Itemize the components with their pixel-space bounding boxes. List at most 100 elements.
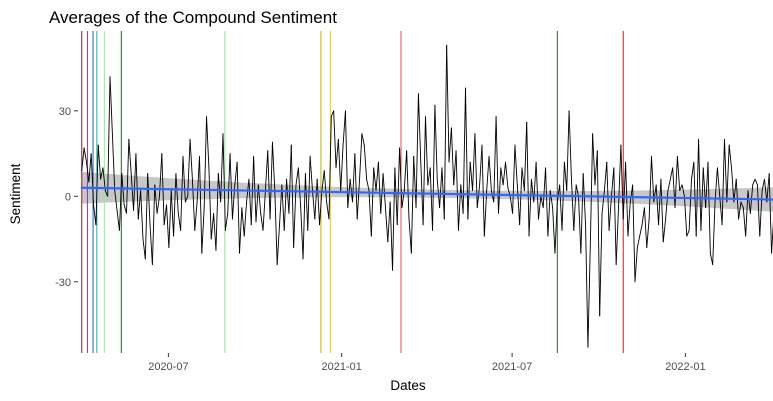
data-point (714, 201, 716, 203)
series-segment (719, 196, 723, 225)
series-segment (286, 179, 290, 214)
series-segment (217, 173, 222, 203)
data-point (507, 187, 509, 189)
series-segment (608, 196, 612, 231)
series-segment (184, 196, 189, 203)
series-segment (681, 184, 685, 197)
data-point (759, 235, 761, 237)
y-tick-label: -30 (55, 277, 71, 289)
series-segment (114, 190, 118, 211)
data-point (528, 235, 530, 237)
series-segment (288, 144, 292, 214)
data-point (347, 207, 349, 209)
data-point (231, 218, 233, 220)
series-segment (387, 201, 391, 242)
data-point (608, 230, 610, 231)
chart-title: Averages of the Compound Sentiment (49, 8, 337, 27)
data-point (646, 247, 648, 249)
series-segment (726, 144, 730, 202)
data-point (702, 167, 704, 169)
data-point (653, 201, 655, 203)
series-segment (297, 167, 302, 208)
series-segment (731, 167, 735, 203)
data-point (512, 212, 514, 214)
series-segment (130, 173, 135, 211)
data-point (709, 252, 711, 254)
data-point (175, 173, 177, 174)
data-point (745, 235, 747, 237)
series-segment (126, 139, 130, 214)
data-point (705, 207, 707, 209)
data-point (241, 207, 243, 209)
data-point (392, 269, 393, 271)
data-point (170, 190, 172, 192)
data-point (304, 173, 306, 174)
series-segment (450, 127, 455, 185)
series-segment (443, 45, 448, 220)
series-segment (575, 184, 579, 197)
data-point (272, 141, 273, 143)
series-segment (342, 110, 346, 146)
data-point (396, 224, 398, 226)
series-segment (307, 156, 311, 231)
data-point (288, 212, 290, 214)
data-point (719, 195, 721, 197)
data-point (100, 178, 102, 180)
series-segment (133, 153, 137, 211)
series-segment (293, 184, 297, 248)
series-segment (102, 167, 106, 191)
data-point (81, 170, 83, 172)
series-segment (142, 238, 146, 260)
data-point (752, 184, 754, 186)
series-segment (215, 173, 219, 251)
data-point (326, 201, 328, 203)
data-point (427, 184, 429, 186)
data-point (370, 235, 372, 237)
data-point (368, 190, 370, 192)
series-segment (754, 179, 758, 186)
series-segment (728, 144, 732, 168)
series-segment (660, 179, 664, 242)
data-point (716, 167, 718, 169)
x-axis-label: Dates (390, 378, 426, 393)
data-point (530, 178, 532, 180)
series-segment (702, 167, 707, 208)
series-segment (328, 116, 332, 220)
series-segment (592, 133, 596, 185)
data-point (330, 116, 332, 117)
series-segment (180, 156, 184, 231)
data-point (86, 161, 87, 163)
data-point (469, 161, 471, 163)
series-segment (498, 167, 502, 214)
series-segment (241, 207, 245, 237)
data-point (189, 138, 191, 140)
data-point (764, 178, 765, 180)
series-segment (354, 153, 358, 220)
series-segment (764, 179, 768, 203)
series-segment (707, 162, 711, 254)
series-segment (676, 156, 681, 191)
data-point (425, 116, 426, 117)
data-point (625, 161, 627, 163)
series-segment (203, 116, 207, 208)
series-segment (248, 179, 252, 225)
series-segment (514, 144, 518, 185)
series-segment (229, 153, 233, 220)
data-point (97, 144, 99, 146)
data-point (771, 252, 772, 254)
series-segment (196, 156, 200, 202)
data-point (168, 247, 170, 249)
data-point (476, 207, 478, 209)
data-point (335, 167, 337, 169)
data-point (613, 167, 615, 169)
data-point (698, 138, 700, 140)
series-segment (705, 162, 709, 208)
series-segment (389, 201, 393, 271)
data-point (563, 161, 565, 163)
series-segment (662, 219, 667, 242)
series-segment (208, 167, 212, 240)
data-point (587, 346, 589, 348)
data-point (203, 207, 205, 209)
data-point (377, 161, 379, 163)
data-point (93, 204, 94, 206)
